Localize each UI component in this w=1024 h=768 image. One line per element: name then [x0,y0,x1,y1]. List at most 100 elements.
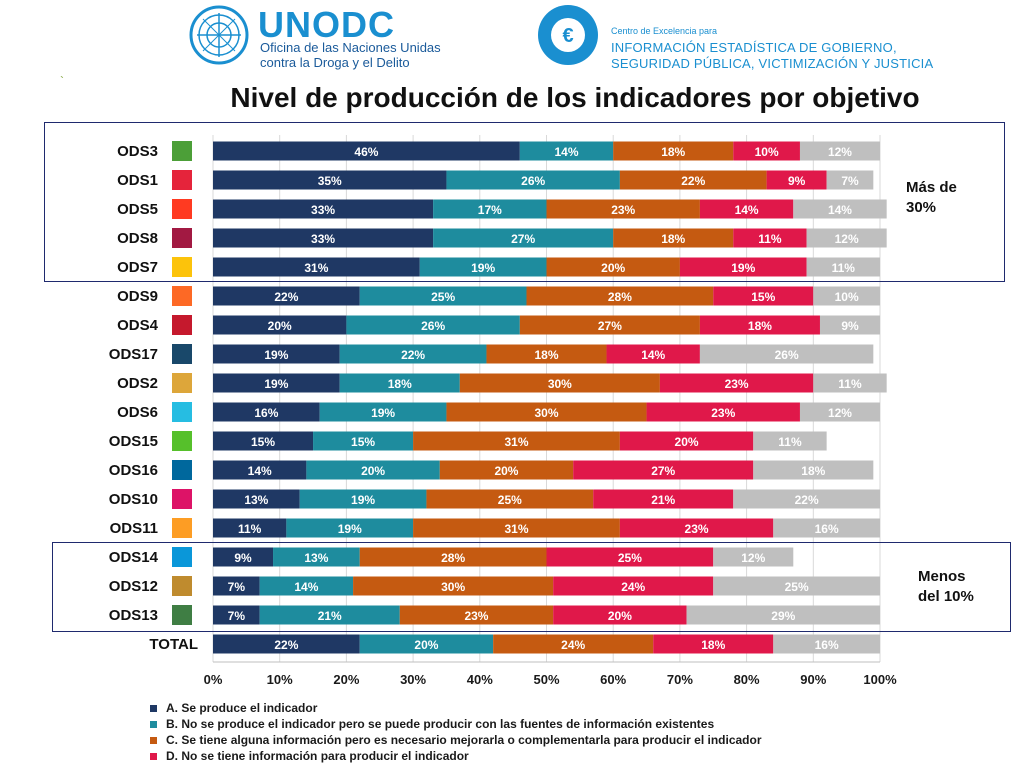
bar-segment [613,141,734,161]
ods2-icon [172,373,192,393]
category-label: ODS13 [109,607,158,624]
bar-segment [213,344,340,364]
data-label: 26% [775,348,799,362]
chart-title: Nivel de producción de los indicadores p… [230,82,920,113]
data-label: 16% [815,638,839,652]
ods11-icon [172,518,192,538]
ods10-icon [172,489,192,509]
centro-excelencia-logo: € Centro de Excelencia para INFORMACIÓN … [535,2,935,74]
data-label: 26% [421,319,445,333]
data-label: 11% [778,435,802,449]
data-label: 19% [338,522,362,536]
bar-segment [813,286,880,306]
legend-swatch-b [150,721,157,728]
bar-segment [346,315,520,335]
data-label: 25% [498,493,522,507]
data-label: 14% [828,203,852,217]
bar-segment [413,518,620,538]
data-label: 33% [311,203,335,217]
data-label: 11% [758,232,782,246]
bar-segment [753,431,827,451]
bar-segment [806,228,887,248]
data-label: 18% [534,348,558,362]
ods7-icon [172,257,192,277]
data-label: 12% [828,406,852,420]
category-label: ODS5 [117,201,158,218]
bar-segment [313,431,414,451]
data-label: 30% [534,406,558,420]
bar-segment [213,373,340,393]
data-label: 19% [371,406,395,420]
bar-segment [446,170,620,190]
bar-segment [646,402,800,422]
bar-segment [339,344,487,364]
data-label: 28% [608,290,632,304]
category-label: ODS6 [117,404,158,421]
bar-segment [753,460,874,480]
bar-segment [826,170,874,190]
bar-segment [773,518,880,538]
ce-small-caption: Centro de Excelencia para [611,26,718,36]
bar-segment [546,257,680,277]
category-label: ODS2 [117,375,158,392]
data-label: 17% [478,203,502,217]
data-label: 25% [431,290,455,304]
bar-segment [286,518,414,538]
bar-segment [679,257,807,277]
ods8-icon [172,228,192,248]
bar-segment [713,547,794,567]
bar-segment [733,489,880,509]
ods3-icon [172,141,192,161]
legend-swatch-a [150,705,157,712]
bar-segment [546,199,700,219]
bar-segment [813,373,887,393]
category-label: ODS11 [110,520,158,537]
x-tick-label: 30% [400,672,426,687]
highlight-box-under-10 [52,542,1011,632]
bar-segment [733,141,800,161]
data-label: 16% [254,406,278,420]
legend-item-a: A. Se produce el indicador [148,700,1008,716]
highlight-note-over-30-line1: Más de [906,179,957,196]
chart-legend: A. Se produce el indicador B. No se prod… [148,700,1008,764]
data-label: 35% [318,174,342,188]
bar-segment [213,576,260,596]
bar-segment [273,547,360,567]
data-label: 20% [601,261,625,275]
bar-segment [773,634,880,654]
bar-segment [259,605,400,625]
bar-segment [713,576,880,596]
ods17-icon [172,344,192,364]
bar-segment [353,576,554,596]
unodc-wordmark: UNODC [258,4,395,45]
bar-segment [733,228,807,248]
bar-segment [699,199,794,219]
ods12-icon [172,576,192,596]
data-label: 20% [361,464,385,478]
ods14-icon [172,547,192,567]
category-label: ODS16 [109,462,158,479]
legend-swatch-c [150,737,157,744]
bar-segment [259,576,354,596]
data-label: 20% [608,609,632,623]
bar-segment [493,634,654,654]
legend-label-a: A. Se produce el indicador [166,701,318,715]
x-tick-label: 40% [467,672,493,687]
data-label: 12% [835,232,859,246]
data-label: 11% [832,261,856,275]
bar-segment [546,547,714,567]
data-label: 30% [441,580,465,594]
data-label: 19% [264,377,288,391]
bar-segment [799,141,880,161]
data-label: 21% [651,493,675,507]
data-label: 15% [251,435,275,449]
data-label: 14% [641,348,665,362]
ods13-icon [172,605,192,625]
bar-segment [613,228,734,248]
data-label: 28% [441,551,465,565]
bar-segment [213,315,347,335]
ce-name-line2: SEGURIDAD PÚBLICA, VICTIMIZACIÓN Y JUSTI… [611,56,934,71]
data-label: 31% [504,522,528,536]
bar-segment [699,344,874,364]
bar-segment [413,431,620,451]
